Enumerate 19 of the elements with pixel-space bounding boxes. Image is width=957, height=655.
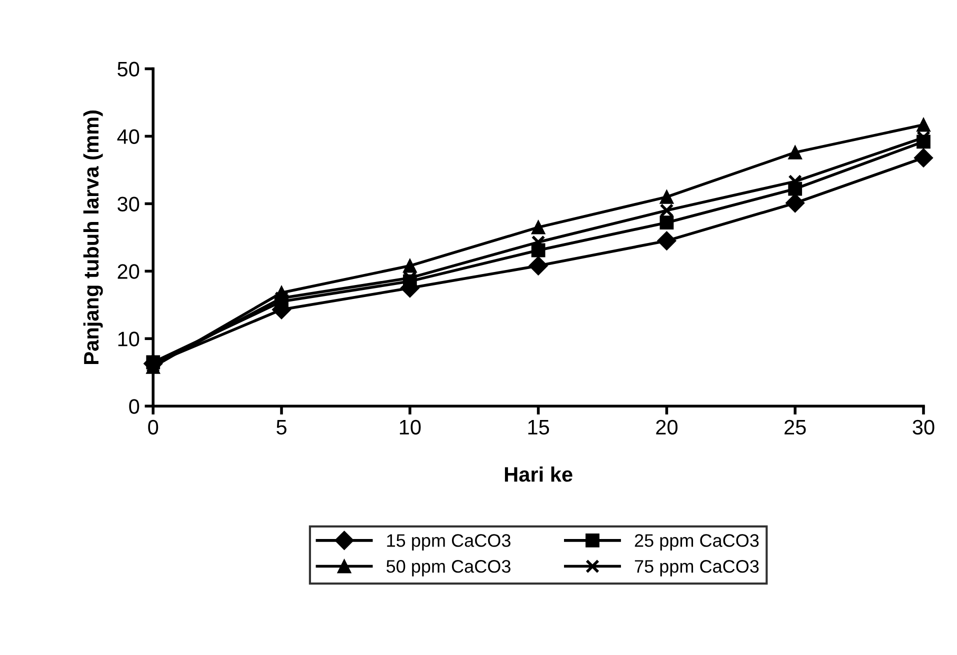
legend-label: 15 ppm CaCO3 bbox=[387, 534, 510, 550]
y-tick-label: 30 bbox=[118, 196, 140, 212]
x-tick-label: 0 bbox=[148, 420, 158, 435]
y-tick-label: 20 bbox=[118, 264, 140, 279]
x-tick-label: 15 bbox=[528, 420, 550, 435]
x-tick-label: 25 bbox=[784, 420, 806, 435]
x-tick-label: 30 bbox=[912, 420, 934, 435]
x-tick-label: 20 bbox=[656, 420, 678, 435]
x-tick-label: 5 bbox=[276, 420, 286, 435]
y-tick-label: 40 bbox=[117, 129, 140, 144]
y-tick-label: 10 bbox=[118, 332, 140, 346]
x-tick-label: 10 bbox=[400, 420, 421, 435]
y-tick-label: 50 bbox=[118, 62, 140, 77]
legend-label: 25 ppm CaCO3 bbox=[634, 534, 759, 550]
x-axis-title: Hari ke bbox=[504, 466, 572, 482]
y-axis-title: Panjang tubuh larva (mm) bbox=[83, 110, 103, 364]
legend-label: 75 ppm CaCO3 bbox=[634, 560, 759, 576]
y-tick-label: 0 bbox=[129, 399, 140, 414]
legend-label: 50 ppm CaCO3 bbox=[386, 560, 510, 576]
